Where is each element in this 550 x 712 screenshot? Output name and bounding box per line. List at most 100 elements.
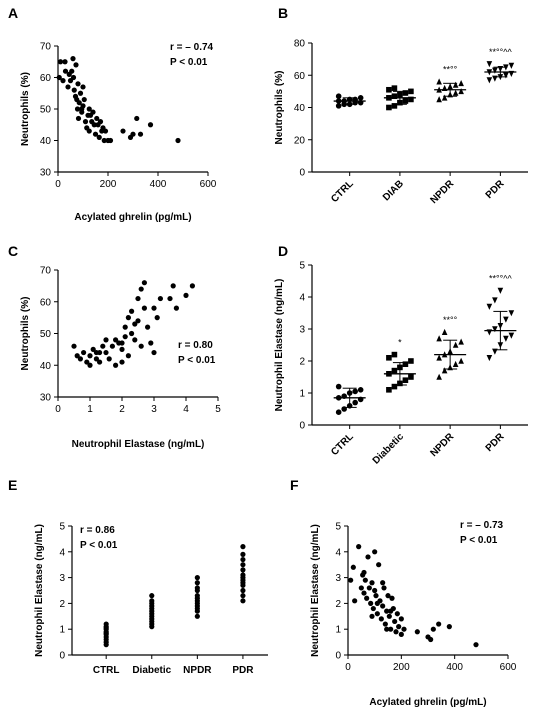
data-point bbox=[402, 90, 409, 96]
panel-letter-f: F bbox=[290, 477, 299, 493]
data-point bbox=[170, 283, 176, 289]
data-point bbox=[486, 61, 493, 68]
data-point bbox=[492, 297, 498, 304]
data-point bbox=[436, 354, 442, 361]
data-point bbox=[503, 335, 509, 342]
category-label: NPDR bbox=[428, 431, 456, 459]
data-point bbox=[122, 334, 128, 340]
data-point bbox=[62, 59, 68, 65]
data-point bbox=[167, 295, 173, 302]
data-point bbox=[436, 373, 442, 380]
data-point bbox=[386, 86, 392, 93]
data-point bbox=[362, 577, 368, 583]
data-point bbox=[97, 359, 103, 365]
data-point bbox=[97, 119, 104, 125]
data-point bbox=[240, 544, 246, 550]
x-tick-label: 200 bbox=[393, 662, 410, 673]
y-tick-label: 2 bbox=[59, 599, 65, 610]
data-point bbox=[74, 96, 80, 103]
data-point bbox=[402, 377, 409, 383]
data-point bbox=[508, 62, 515, 69]
data-point bbox=[157, 295, 163, 302]
x-axis-label: Neutrophil Elastase (ng/mL) bbox=[72, 439, 205, 450]
data-point bbox=[113, 337, 119, 343]
category-label: PDR bbox=[484, 178, 507, 201]
data-point bbox=[401, 626, 407, 632]
data-point bbox=[141, 280, 147, 286]
x-tick-label: 1 bbox=[87, 404, 93, 415]
data-point bbox=[138, 343, 144, 349]
data-point bbox=[96, 134, 102, 140]
category-label: PDR bbox=[232, 665, 254, 676]
data-point bbox=[393, 629, 399, 635]
panel-d: 0 1 2 3 4 5 Neutrophil Elastase (ng/mL) CTRL Dia… bbox=[274, 261, 528, 467]
data-point bbox=[189, 283, 195, 289]
data-point bbox=[366, 585, 372, 591]
data-point bbox=[497, 287, 504, 294]
panel-letter-a: A bbox=[8, 5, 18, 21]
y-tick-label: 4 bbox=[299, 293, 305, 304]
x-tick-label: 5 bbox=[215, 404, 221, 415]
data-point bbox=[436, 621, 442, 627]
data-point bbox=[361, 590, 367, 596]
y-tick-label: 50 bbox=[40, 329, 52, 340]
data-point bbox=[372, 549, 378, 555]
data-point bbox=[374, 611, 380, 617]
y-tick-label: 40 bbox=[294, 103, 306, 114]
data-point bbox=[75, 81, 81, 87]
stat-annotation: r = – 0.73 bbox=[460, 520, 504, 531]
data-point bbox=[103, 337, 109, 343]
data-point bbox=[132, 337, 138, 343]
y-tick-label: 5 bbox=[335, 522, 341, 533]
y-tick-label: 2 bbox=[299, 357, 305, 368]
x-tick-label: 3 bbox=[151, 404, 157, 415]
data-point bbox=[486, 77, 493, 84]
data-point bbox=[372, 587, 378, 594]
data-point bbox=[335, 409, 342, 416]
data-point bbox=[352, 388, 358, 395]
data-point bbox=[368, 600, 374, 607]
data-point bbox=[149, 593, 155, 599]
data-point bbox=[135, 295, 141, 302]
data-point bbox=[384, 608, 390, 614]
data-point bbox=[441, 94, 448, 101]
data-point bbox=[81, 349, 87, 356]
data-point bbox=[113, 362, 119, 368]
data-point bbox=[119, 340, 125, 346]
y-axis-label: Neutrophil Elastase (ng/mL) bbox=[34, 524, 45, 657]
data-point bbox=[386, 613, 392, 619]
data-point bbox=[508, 332, 515, 339]
data-point bbox=[86, 128, 92, 134]
panel-letter-d: D bbox=[278, 243, 288, 259]
data-point bbox=[408, 374, 414, 380]
data-point bbox=[148, 340, 154, 346]
data-point bbox=[57, 59, 64, 65]
panel-f: 0 1 2 3 4 5 Neutrophil Elastase (ng/mL) 0 200 400… bbox=[310, 520, 517, 708]
data-point bbox=[173, 305, 179, 311]
data-point bbox=[357, 387, 364, 393]
y-tick-label: 60 bbox=[40, 73, 52, 84]
data-point bbox=[358, 585, 364, 591]
data-point bbox=[452, 89, 459, 96]
data-point bbox=[240, 551, 246, 557]
y-tick-label: 5 bbox=[299, 261, 305, 272]
y-tick-label: 5 bbox=[59, 522, 65, 533]
data-point bbox=[86, 106, 92, 112]
data-point bbox=[374, 600, 380, 607]
category-label: CTRL bbox=[329, 178, 356, 205]
data-point bbox=[436, 335, 442, 342]
data-point bbox=[240, 572, 246, 578]
data-point bbox=[109, 343, 115, 349]
data-point bbox=[486, 303, 493, 310]
category-label: PDR bbox=[484, 431, 507, 454]
stat-annotation: P < 0.01 bbox=[80, 540, 118, 551]
category-label: CTRL bbox=[93, 665, 120, 676]
data-point bbox=[389, 595, 395, 601]
x-tick-label: 4 bbox=[183, 404, 189, 415]
data-point bbox=[240, 598, 246, 604]
data-point bbox=[90, 346, 96, 352]
data-point bbox=[137, 131, 144, 137]
data-point bbox=[74, 353, 80, 359]
data-point bbox=[135, 318, 141, 324]
data-point bbox=[350, 564, 356, 570]
